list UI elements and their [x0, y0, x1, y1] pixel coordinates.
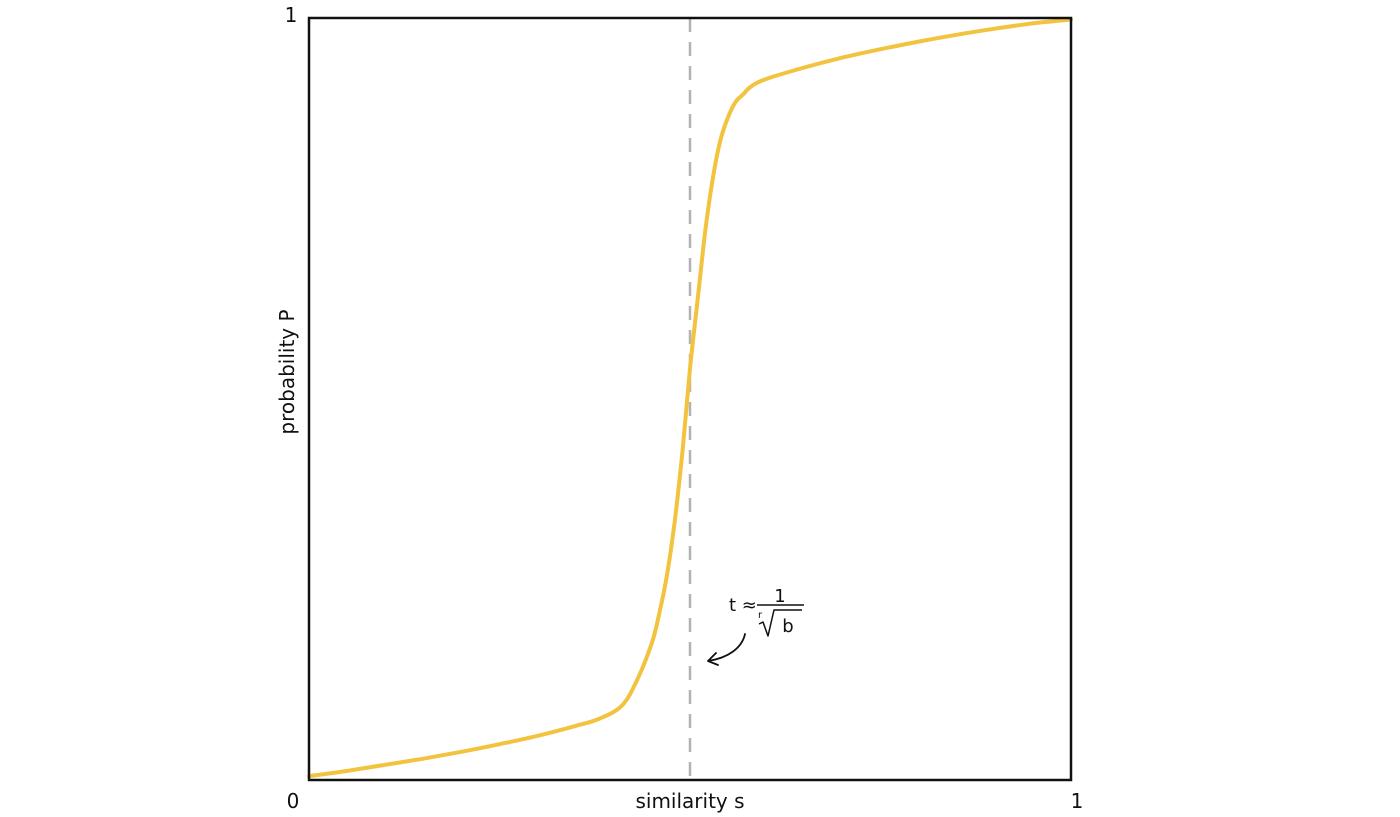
threshold-label-prefix: t ≈: [729, 595, 757, 616]
threshold-annotation: t ≈ 1 r b: [707, 586, 804, 666]
x-axis-label: similarity s: [635, 789, 744, 813]
plot-frame: [307, 16, 1073, 782]
x-tick-label-1: 1: [1071, 789, 1084, 813]
x-tick-label-0: 0: [287, 789, 300, 813]
radicand: b: [782, 616, 793, 637]
plot-area: [307, 16, 1073, 782]
y-tick-label-1: 1: [285, 3, 298, 27]
threshold-numerator: 1: [774, 586, 785, 607]
root-index: r: [758, 610, 763, 621]
series-line: [307, 17, 1073, 779]
curved-arrow-icon: [707, 633, 746, 666]
y-axis-label: probability P: [275, 309, 299, 434]
radical-sign-icon: [758, 609, 802, 637]
